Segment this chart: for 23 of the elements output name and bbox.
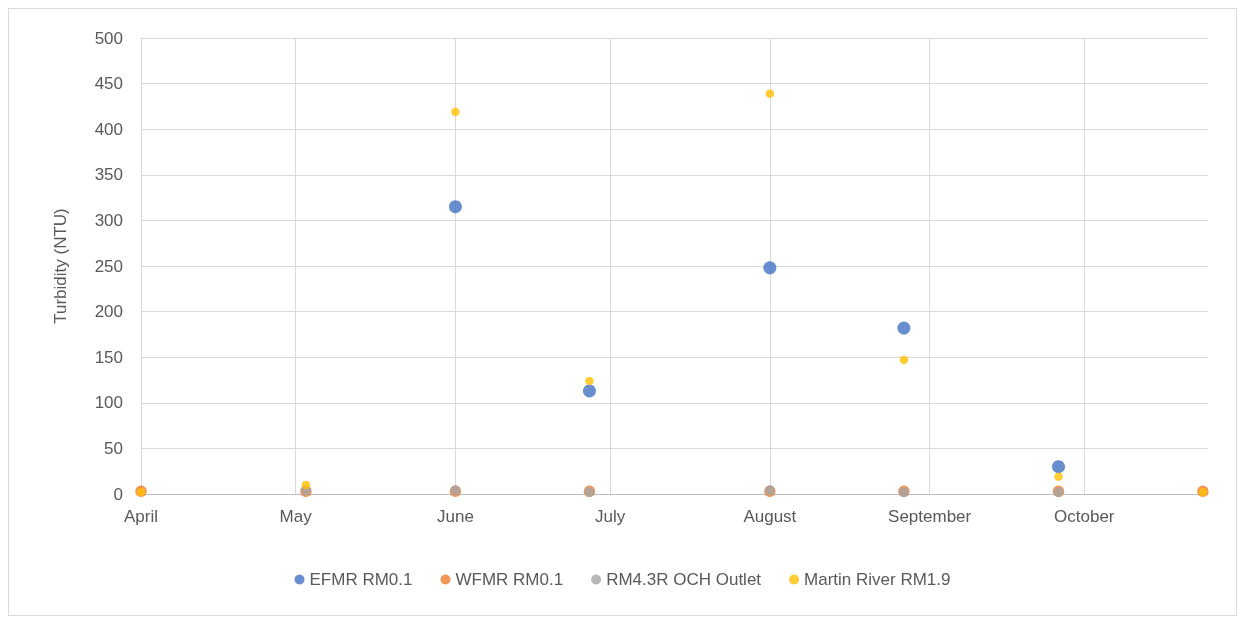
y-tick-label: 50 <box>104 438 123 458</box>
y-tick-label: 350 <box>94 165 123 185</box>
x-tick-label: September <box>888 507 972 526</box>
y-tick-label: 0 <box>113 484 123 504</box>
legend-label: RM4.3R OCH Outlet <box>606 570 762 589</box>
x-tick-label: April <box>123 507 159 526</box>
y-tick-label: 150 <box>94 347 123 367</box>
y-tick-label: 450 <box>94 74 123 94</box>
y-tick-label: 300 <box>94 210 123 230</box>
x-tick-label: July <box>594 507 626 526</box>
y-tick-label: 250 <box>94 256 123 276</box>
legend-label: EFMR RM0.1 <box>309 570 413 589</box>
y-tick-label: 400 <box>94 119 123 139</box>
y-tick-label: 100 <box>94 393 123 413</box>
x-tick-label: June <box>436 507 474 526</box>
y-tick-label: 200 <box>94 302 123 322</box>
y-tick-label: 500 <box>94 28 123 48</box>
legend-label: Martin River RM1.9 <box>804 570 951 589</box>
x-tick-label: October <box>1054 507 1115 526</box>
y-axis-title: Turbidity (NTU) <box>51 208 70 324</box>
x-tick-label: August <box>743 507 797 526</box>
x-tick-label: May <box>279 507 313 526</box>
legend-label: WFMR RM0.1 <box>455 570 564 589</box>
